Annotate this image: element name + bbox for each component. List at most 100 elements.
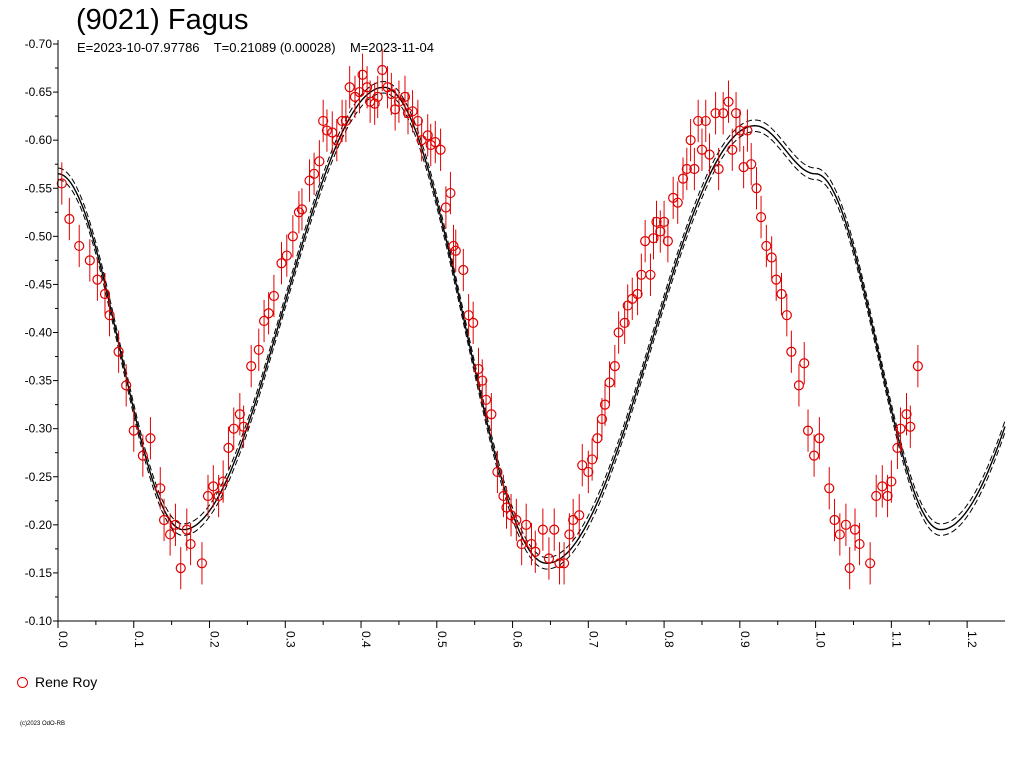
data-point (558, 558, 570, 569)
data-point (486, 409, 497, 420)
data-point (165, 529, 176, 540)
x-tick-label: 0.8 (662, 631, 676, 648)
data-point (685, 135, 696, 146)
data-point (56, 178, 67, 189)
data-point (498, 490, 509, 502)
data-point (651, 216, 662, 228)
data-point (632, 288, 643, 300)
data-point (755, 212, 767, 223)
data-point (480, 394, 492, 405)
data-point (530, 546, 541, 557)
data-point (574, 510, 585, 521)
data-point (155, 483, 166, 494)
data-point (824, 483, 835, 494)
data-point (287, 231, 298, 242)
data-point (202, 490, 214, 502)
data-point (321, 125, 333, 136)
chart-title: (9021) Fagus (76, 4, 249, 36)
data-point (802, 425, 814, 436)
data-point (718, 108, 729, 119)
data-point (218, 476, 229, 487)
fit-curve (57, 86, 1006, 565)
data-point (912, 361, 923, 372)
chart-subtitle: E=2023-10-07.97786 T=0.21089 (0.00028) M… (77, 40, 434, 55)
y-tick-label: -0.30 (25, 422, 53, 436)
data-point (74, 240, 85, 252)
legend: Rene Roy (17, 674, 97, 690)
data-point (445, 187, 456, 199)
data-point (645, 269, 656, 280)
data-point (609, 361, 620, 372)
data-point (761, 240, 772, 252)
data-point (713, 163, 724, 175)
data-point (468, 317, 479, 328)
data-point (399, 91, 411, 102)
data-point (693, 115, 704, 127)
data-point (372, 91, 383, 102)
data-point (766, 252, 777, 263)
legend-label: Rene Roy (35, 674, 98, 690)
data-point (84, 255, 95, 266)
fit-curves (57, 80, 1006, 570)
data-point (511, 514, 522, 526)
data-point (386, 88, 397, 100)
data-point (776, 288, 787, 300)
x-tick-label: 0.9 (738, 631, 752, 648)
data-point (281, 250, 292, 261)
copyright-notice: (c)2023 OdO-RB (20, 721, 66, 727)
data-point (369, 98, 380, 109)
data-point (170, 519, 181, 530)
data-point (865, 558, 876, 569)
data-point (253, 344, 264, 355)
data-point (619, 317, 630, 328)
data-point (340, 115, 351, 127)
y-tick-label: -0.50 (25, 229, 53, 243)
y-tick-label: -0.65 (25, 85, 53, 99)
data-point (734, 125, 745, 136)
data-point (700, 115, 711, 127)
data-point (892, 442, 903, 453)
data-point (263, 308, 274, 319)
y-tick-label: -0.25 (25, 470, 53, 484)
data-point (314, 156, 325, 167)
data-point (422, 130, 433, 141)
data-point (234, 409, 245, 420)
data-point (658, 216, 670, 228)
data-point (175, 563, 186, 574)
data-point (492, 466, 503, 478)
data-point (223, 442, 234, 453)
data-point (751, 183, 762, 194)
data-point (844, 563, 855, 574)
data-point (543, 553, 555, 564)
data-point (727, 144, 738, 155)
data-point (362, 82, 373, 93)
y-tick-label: -0.70 (25, 37, 53, 51)
data-point (377, 64, 388, 76)
data-point (318, 115, 329, 127)
axes: -0.70 -0.65 -0.60 -0.55 -0.50 -0.45 -0.40 -0.35… (25, 37, 1005, 648)
data-point (905, 421, 916, 432)
data-point (599, 399, 611, 410)
data-point (696, 144, 708, 155)
data-point (458, 264, 469, 276)
data-point (158, 514, 170, 526)
y-tick-label: -0.10 (25, 614, 53, 628)
data-point (901, 409, 912, 420)
data-point (185, 538, 196, 550)
data-point (799, 358, 810, 369)
data-point (583, 466, 594, 478)
data-point (228, 423, 239, 434)
data-point (672, 197, 683, 208)
data-point (840, 519, 852, 530)
data-point (337, 115, 348, 127)
data-point (655, 226, 666, 237)
x-tick-label: 0.3 (283, 631, 297, 648)
y-tick-label: -0.15 (25, 566, 53, 580)
data-point (473, 363, 484, 375)
x-tick-label: 1.0 (814, 631, 828, 648)
data-point (208, 481, 219, 492)
data-point (537, 524, 548, 535)
data-point (430, 136, 441, 148)
data-point (549, 524, 560, 535)
